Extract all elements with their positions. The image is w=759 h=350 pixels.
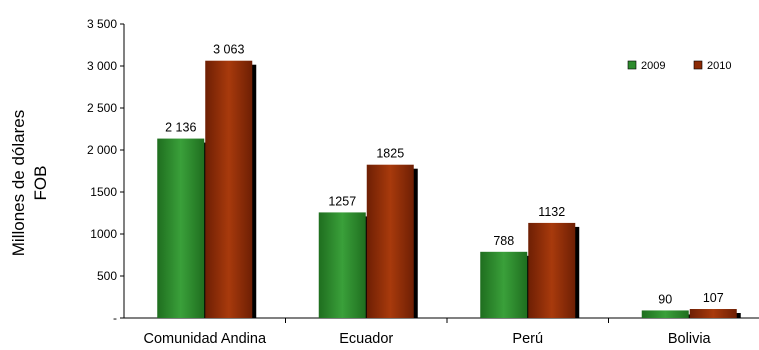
bar-2009 <box>641 310 689 318</box>
y-tick-label: - <box>113 311 117 325</box>
data-label: 107 <box>703 291 724 305</box>
data-label: 788 <box>493 234 514 248</box>
bar-2010 <box>689 309 737 318</box>
bar-2010 <box>205 60 253 318</box>
data-label: 2 136 <box>165 121 196 135</box>
x-tick-label: Ecuador <box>339 331 393 347</box>
data-label: 1257 <box>328 194 356 208</box>
x-tick-label: Perú <box>512 331 543 347</box>
y-axis-title: Millones de dólares FOB <box>9 110 50 256</box>
y-tick-label: 2 000 <box>87 143 117 157</box>
x-tick-labels: Comunidad Andina Ecuador Perú Bolivia <box>143 331 711 347</box>
legend-label-2010: 2010 <box>707 60 731 72</box>
y-axis-title-line-2: FOB <box>31 166 50 201</box>
legend-label-2009: 2009 <box>641 60 665 72</box>
y-tick-label: 1000 <box>90 227 117 241</box>
bar-2010 <box>528 222 576 318</box>
y-tick-label: 1500 <box>90 185 117 199</box>
bar-2009 <box>480 251 528 318</box>
y-tick-label: 3 500 <box>87 17 117 31</box>
bars: 2 136 3 063 1257 1825 788 1132 90 107 <box>157 43 741 318</box>
data-label: 1825 <box>376 147 404 161</box>
y-ticks: - 500 1000 1500 2 000 2 500 3 000 3 500 <box>87 17 124 325</box>
legend-swatch-2009 <box>627 60 637 70</box>
data-label: 3 063 <box>213 43 244 57</box>
bar-2009 <box>318 212 366 318</box>
x-tick-label: Bolivia <box>668 331 712 347</box>
x-tick-label: Comunidad Andina <box>143 331 266 347</box>
y-tick-label: 2 500 <box>87 101 117 115</box>
bar-2009 <box>157 138 205 318</box>
y-axis-title-line-1: Millones de dólares <box>9 110 28 256</box>
legend: 2009 2010 <box>627 60 731 72</box>
y-tick-label: 500 <box>97 269 117 283</box>
data-label: 1132 <box>538 205 565 219</box>
legend-swatch-2010 <box>693 60 703 70</box>
bar-2010 <box>366 164 414 318</box>
y-tick-label: 3 000 <box>87 59 117 73</box>
data-label: 90 <box>658 292 672 306</box>
